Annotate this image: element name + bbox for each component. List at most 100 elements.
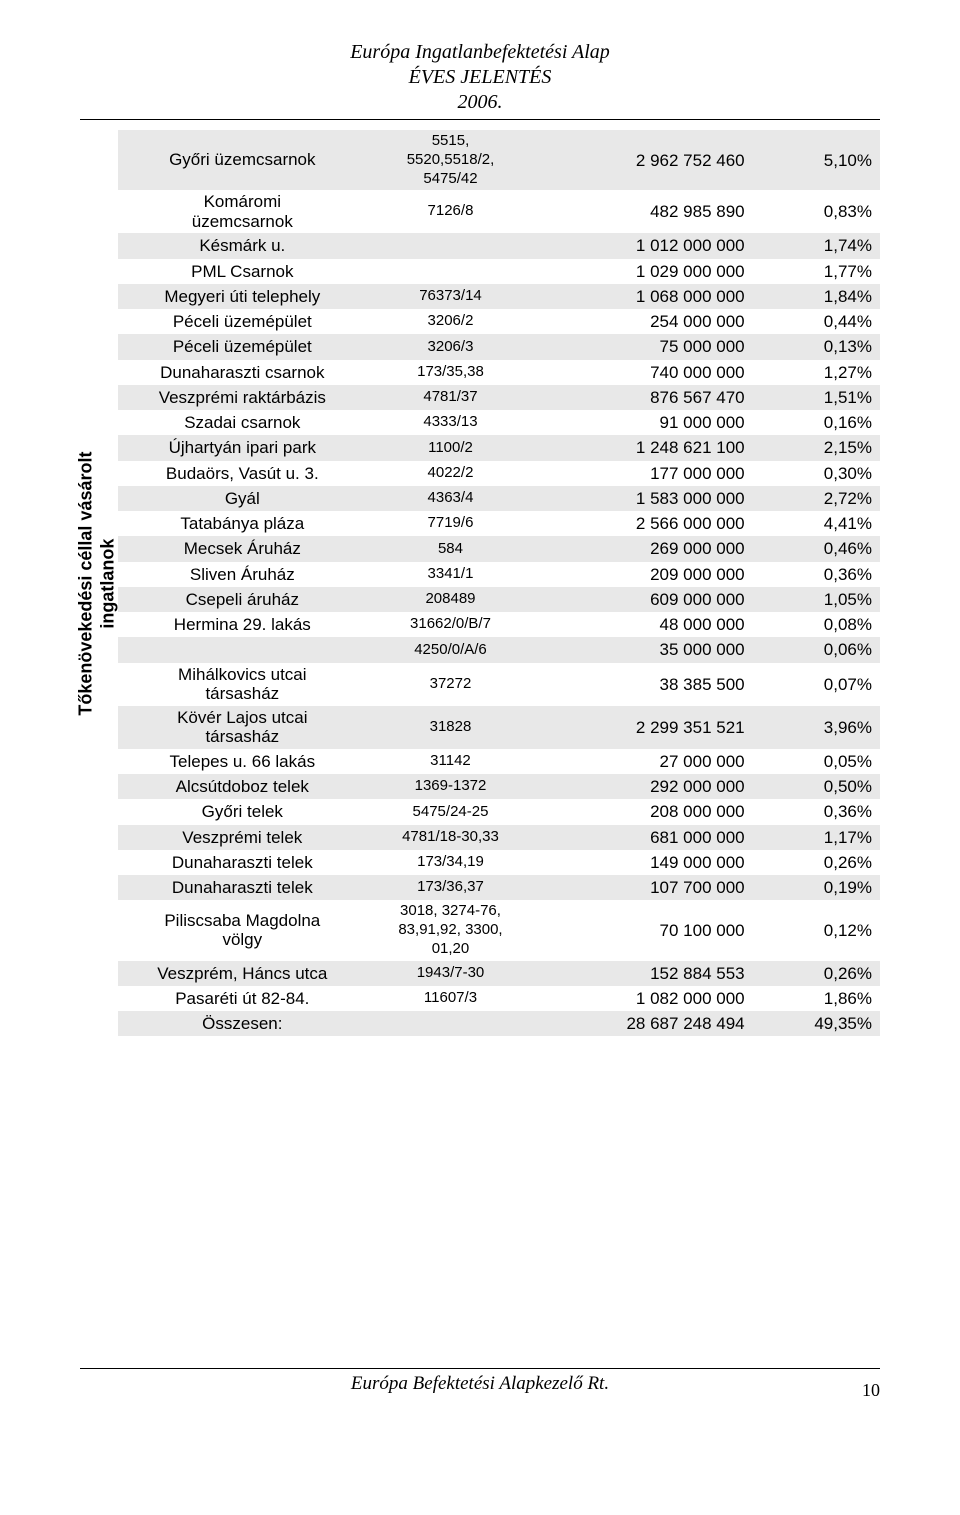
cell-value: 2 299 351 521 [534,706,752,749]
page-number: 10 [862,1380,880,1401]
cell-name: Tatabánya pláza [118,511,367,536]
table-row: Dunaharaszti csarnok173/35,38740 000 000… [118,360,880,385]
cell-ref: 4250/0/A/6 [367,637,535,662]
cell-name: Komáromiüzemcsarnok [118,190,367,233]
cell-percent: 0,36% [753,562,880,587]
cell-name: Összesen: [118,1011,367,1036]
header-title-2: ÉVES JELENTÉS [80,65,880,90]
cell-value: 1 583 000 000 [534,486,752,511]
cell-percent: 1,05% [753,587,880,612]
cell-value: 1 068 000 000 [534,284,752,309]
cell-value: 209 000 000 [534,562,752,587]
cell-value: 292 000 000 [534,774,752,799]
cell-name: Alcsútdoboz telek [118,774,367,799]
cell-percent: 0,08% [753,612,880,637]
cell-ref: 173/35,38 [367,360,535,385]
cell-name: PML Csarnok [118,259,367,284]
cell-ref: 7126/8 [367,190,535,233]
cell-percent: 0,16% [753,410,880,435]
cell-percent: 1,17% [753,825,880,850]
table-row: Telepes u. 66 lakás3114227 000 0000,05% [118,749,880,774]
cell-name: Csepeli áruház [118,587,367,612]
cell-value: 28 687 248 494 [534,1011,752,1036]
cell-value: 1 248 621 100 [534,435,752,460]
cell-ref: 584 [367,536,535,561]
cell-value: 152 884 553 [534,961,752,986]
table-row: Mecsek Áruház584269 000 0000,46% [118,536,880,561]
cell-ref: 4781/18-30,33 [367,825,535,850]
table-row: Alcsútdoboz telek1369-1372292 000 0000,5… [118,774,880,799]
cell-value: 254 000 000 [534,309,752,334]
cell-value: 269 000 000 [534,536,752,561]
cell-percent: 2,72% [753,486,880,511]
table-row: Tatabánya pláza7719/62 566 000 0004,41% [118,511,880,536]
cell-percent: 1,51% [753,385,880,410]
table-row: Pasaréti út 82-84.11607/31 082 000 0001,… [118,986,880,1011]
cell-value: 2 566 000 000 [534,511,752,536]
table-row: Győri üzemcsarnok5515,5520,5518/2,5475/4… [118,130,880,190]
cell-value: 149 000 000 [534,850,752,875]
table-row: Mihálkovics utcaitársasház3727238 385 50… [118,663,880,706]
table-row: 4250/0/A/635 000 0000,06% [118,637,880,662]
cell-percent: 0,44% [753,309,880,334]
cell-ref [367,259,535,284]
cell-percent: 0,05% [753,749,880,774]
header-title-3: 2006. [80,90,880,115]
cell-percent: 0,19% [753,875,880,900]
cell-ref: 4022/2 [367,461,535,486]
cell-ref: 208489 [367,587,535,612]
cell-name [118,637,367,662]
cell-value: 91 000 000 [534,410,752,435]
cell-percent: 1,77% [753,259,880,284]
cell-name: Győri telek [118,799,367,824]
cell-name: Dunaharaszti telek [118,875,367,900]
cell-percent: 4,41% [753,511,880,536]
cell-name: Veszprém, Háncs utca [118,961,367,986]
cell-percent: 0,36% [753,799,880,824]
cell-ref: 173/36,37 [367,875,535,900]
cell-ref: 1369-1372 [367,774,535,799]
cell-value: 70 100 000 [534,900,752,960]
cell-ref: 5515,5520,5518/2,5475/42 [367,130,535,190]
table-row: Csepeli áruház208489609 000 0001,05% [118,587,880,612]
cell-value: 35 000 000 [534,637,752,662]
cell-value: 876 567 470 [534,385,752,410]
cell-ref [367,1011,535,1036]
table-row: Dunaharaszti telek173/36,37107 700 0000,… [118,875,880,900]
cell-value: 177 000 000 [534,461,752,486]
cell-value: 2 962 752 460 [534,130,752,190]
table-row: Kövér Lajos utcaitársasház318282 299 351… [118,706,880,749]
cell-value: 38 385 500 [534,663,752,706]
cell-value: 27 000 000 [534,749,752,774]
page-footer: Európa Befektetési Alapkezelő Rt. 10 [80,1368,880,1395]
header-rule [80,119,880,120]
cell-value: 1 029 000 000 [534,259,752,284]
side-label-cell: Tőkenövekedési céllal vásároltingatlanok [80,130,118,1036]
side-label: Tőkenövekedési céllal vásároltingatlanok [75,451,118,715]
header-title-1: Európa Ingatlanbefektetési Alap [80,40,880,65]
cell-name: Sliven Áruház [118,562,367,587]
cell-name: Újhartyán ipari park [118,435,367,460]
cell-value: 208 000 000 [534,799,752,824]
cell-ref: 4363/4 [367,486,535,511]
cell-ref: 1100/2 [367,435,535,460]
cell-ref: 11607/3 [367,986,535,1011]
cell-value: 609 000 000 [534,587,752,612]
cell-percent: 0,07% [753,663,880,706]
cell-name: Péceli üzemépület [118,334,367,359]
content-row: Tőkenövekedési céllal vásároltingatlanok… [80,130,880,1036]
cell-value: 48 000 000 [534,612,752,637]
cell-value: 1 082 000 000 [534,986,752,1011]
page-header: Európa Ingatlanbefektetési Alap ÉVES JEL… [80,40,880,115]
table-row: Péceli üzemépület3206/375 000 0000,13% [118,334,880,359]
cell-percent: 0,50% [753,774,880,799]
cell-name: Péceli üzemépület [118,309,367,334]
cell-ref: 31828 [367,706,535,749]
cell-name: Telepes u. 66 lakás [118,749,367,774]
cell-ref: 31662/0/B/7 [367,612,535,637]
cell-ref: 5475/24-25 [367,799,535,824]
cell-name: Szadai csarnok [118,410,367,435]
table-row: Piliscsaba Magdolnavölgy3018, 3274-76,83… [118,900,880,960]
cell-name: Mihálkovics utcaitársasház [118,663,367,706]
table-row: Budaörs, Vasút u. 3.4022/2177 000 0000,3… [118,461,880,486]
